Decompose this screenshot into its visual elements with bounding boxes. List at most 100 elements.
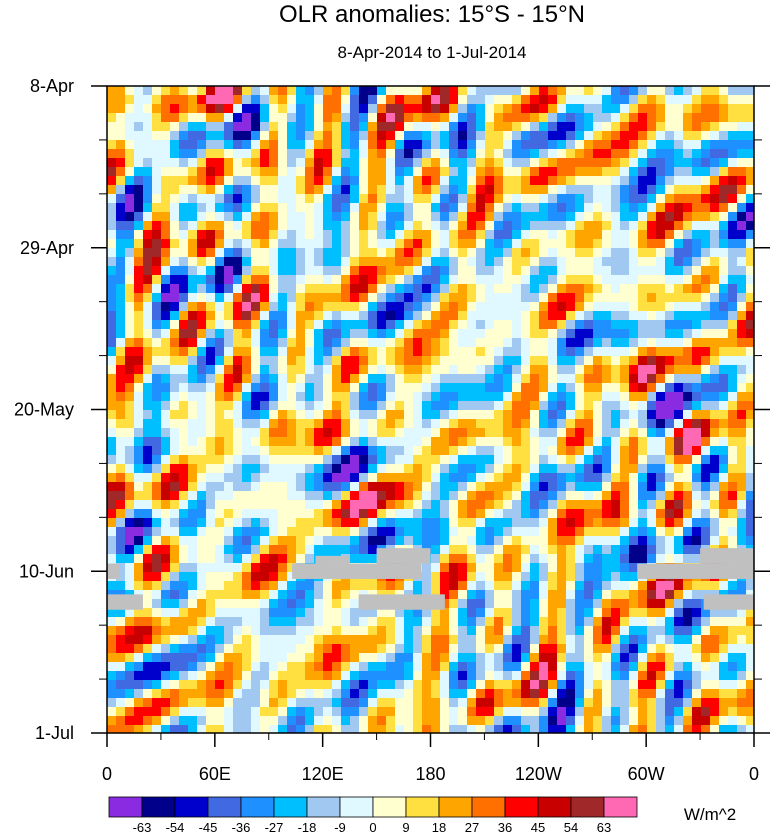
field-cell — [368, 113, 378, 123]
field-cell — [431, 662, 441, 672]
field-cell — [314, 338, 324, 348]
field-cell — [467, 176, 477, 186]
field-cell — [548, 680, 558, 690]
field-cell — [557, 554, 567, 564]
field-cell — [179, 626, 189, 636]
field-cell — [629, 482, 639, 492]
field-cell — [629, 590, 639, 600]
field-cell — [449, 158, 459, 168]
field-cell — [224, 176, 234, 186]
field-cell — [116, 95, 126, 105]
field-cell — [611, 428, 621, 438]
field-cell — [620, 491, 630, 501]
field-cell — [440, 419, 450, 429]
field-cell — [215, 536, 225, 546]
field-cell — [629, 149, 639, 159]
field-cell — [566, 428, 576, 438]
field-cell — [620, 347, 630, 357]
field-cell — [116, 554, 126, 564]
field-cell — [323, 302, 333, 312]
field-cell — [494, 419, 504, 429]
field-cell — [233, 446, 243, 456]
field-cell — [323, 662, 333, 672]
field-cell — [170, 527, 180, 537]
field-cell — [422, 491, 432, 501]
field-cell — [152, 320, 162, 330]
field-cell — [656, 383, 666, 393]
field-cell — [314, 446, 324, 456]
field-cell — [647, 248, 657, 258]
field-cell — [341, 581, 351, 591]
field-cell — [440, 311, 450, 321]
field-cell — [530, 608, 540, 618]
field-cell — [449, 518, 459, 528]
field-cell — [566, 176, 576, 186]
field-cell — [638, 419, 648, 429]
field-cell — [647, 266, 657, 276]
field-cell — [323, 653, 333, 663]
field-cell — [188, 455, 198, 465]
field-cell — [431, 212, 441, 222]
field-cell — [584, 527, 594, 537]
field-cell — [566, 365, 576, 375]
field-cell — [701, 248, 711, 258]
field-cell — [296, 176, 306, 186]
field-cell — [314, 365, 324, 375]
field-cell — [530, 104, 540, 114]
field-cell — [278, 185, 288, 195]
field-cell — [188, 626, 198, 636]
field-cell — [467, 581, 477, 591]
field-cell — [521, 194, 531, 204]
field-cell — [584, 356, 594, 366]
field-cell — [602, 446, 612, 456]
field-cell — [476, 284, 486, 294]
field-cell — [710, 167, 720, 177]
field-cell — [746, 383, 754, 393]
field-cell — [287, 257, 297, 267]
field-cell — [377, 149, 387, 159]
field-cell — [422, 293, 432, 303]
field-cell — [206, 680, 216, 690]
field-cell — [323, 644, 333, 654]
field-cell — [539, 581, 549, 591]
field-cell — [701, 482, 711, 492]
field-cell — [332, 680, 342, 690]
field-cell — [134, 671, 144, 681]
field-cell — [521, 113, 531, 123]
field-cell — [188, 95, 198, 105]
field-cell — [206, 293, 216, 303]
field-cell — [287, 500, 297, 510]
field-cell — [692, 653, 702, 663]
field-cell — [665, 320, 675, 330]
field-cell — [485, 329, 495, 339]
field-cell — [134, 608, 144, 618]
field-cell — [314, 509, 324, 519]
field-cell — [701, 113, 711, 123]
field-cell — [557, 320, 567, 330]
field-cell — [728, 275, 738, 285]
field-cell — [656, 536, 666, 546]
field-cell — [197, 662, 207, 672]
field-cell — [206, 500, 216, 510]
field-cell — [422, 122, 432, 132]
field-cell — [278, 374, 288, 384]
field-cell — [602, 473, 612, 483]
field-cell — [701, 176, 711, 186]
field-cell — [224, 428, 234, 438]
field-cell — [548, 671, 558, 681]
field-cell — [341, 311, 351, 321]
field-cell — [314, 329, 324, 339]
field-cell — [638, 689, 648, 699]
field-cell — [602, 563, 612, 573]
field-cell — [557, 482, 567, 492]
field-cell — [476, 590, 486, 600]
field-cell — [224, 518, 234, 528]
field-cell — [503, 545, 513, 555]
field-cell — [215, 158, 225, 168]
field-cell — [305, 608, 315, 618]
field-cell — [332, 419, 342, 429]
field-cell — [611, 419, 621, 429]
field-cell — [359, 149, 369, 159]
field-cell — [386, 473, 396, 483]
field-cell — [314, 239, 324, 249]
